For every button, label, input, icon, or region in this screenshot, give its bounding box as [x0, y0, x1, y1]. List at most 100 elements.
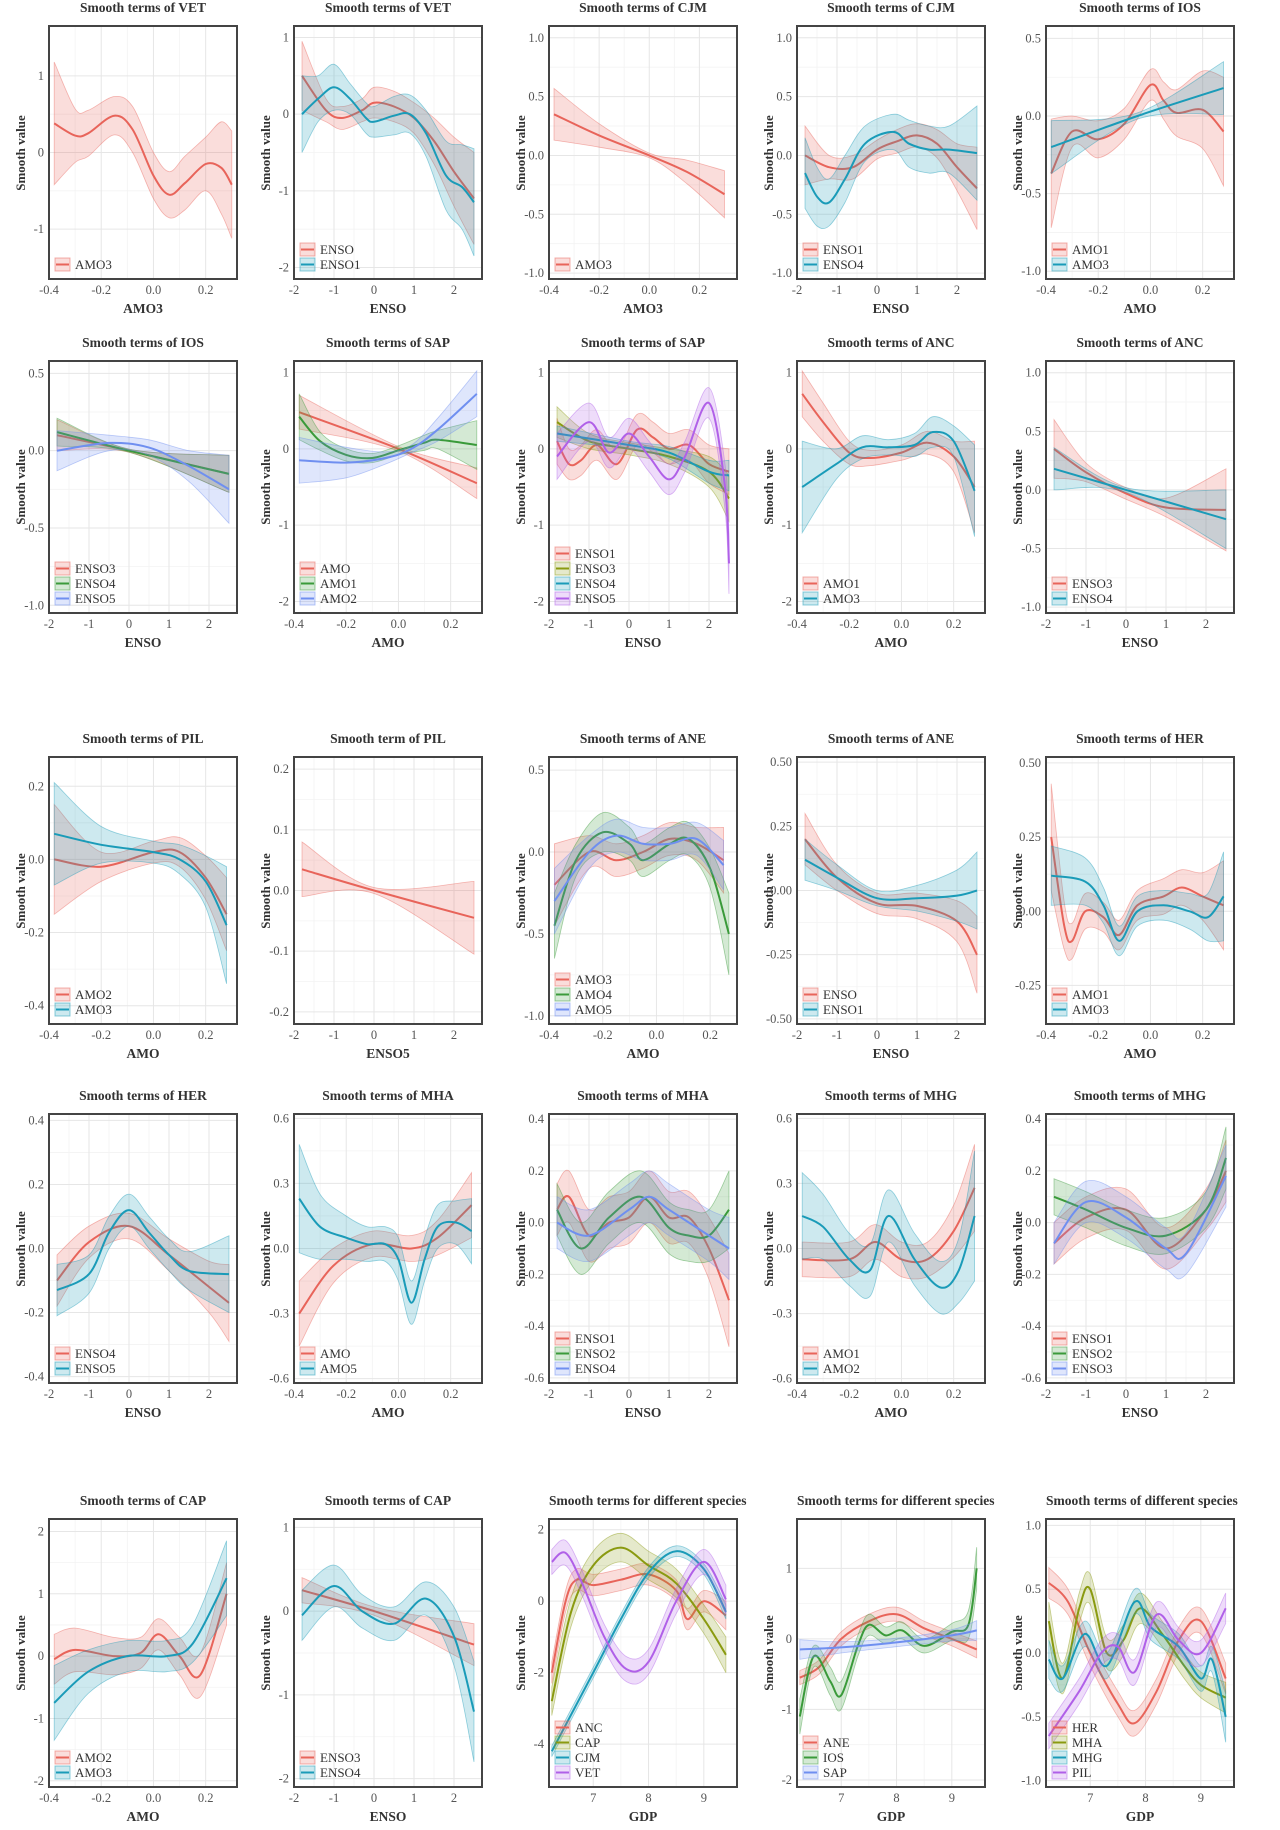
x-tick-label: 0.0: [146, 1791, 162, 1805]
x-tick-label: -0.2: [91, 1791, 111, 1805]
smooth-line: [53, 832, 228, 926]
plot-border: [548, 25, 738, 280]
x-axis-label: AMO: [626, 1046, 660, 1061]
y-tick-label: 0: [38, 146, 44, 160]
x-tick-label: 1: [1163, 1387, 1169, 1401]
y-tick-label: 0: [38, 1649, 44, 1663]
confidence-band: [801, 1150, 975, 1315]
series-enso3: [1053, 418, 1227, 552]
plot-border: [293, 756, 483, 1025]
legend-item: AMO5: [554, 1002, 612, 1017]
y-tick-label: -0.1: [269, 944, 289, 958]
smooth-line: [553, 834, 725, 902]
y-tick-label: 0.25: [1019, 830, 1041, 844]
x-tick-label: -1: [1081, 617, 1091, 631]
y-tick-label: 1: [538, 365, 544, 379]
legend-item: HER: [1051, 1720, 1098, 1735]
smooth-line: [56, 1209, 230, 1292]
x-tick-label: -0.2: [336, 1387, 356, 1401]
y-tick-label: 0.2: [28, 779, 44, 793]
x-axis-label: AMO: [1123, 301, 1157, 316]
chart-panel: Smooth terms of CJM AMO3 Smooth value -0.4-…: [513, 0, 747, 321]
smooth-line: [298, 1204, 473, 1315]
y-tick-label: 0.6: [776, 1111, 792, 1125]
legend-label: ENSO3: [575, 561, 615, 576]
series-amo2: [53, 803, 228, 951]
smooth-line: [550, 1550, 727, 1752]
x-tick-label: -1: [84, 1387, 94, 1401]
smooth-line: [550, 1546, 727, 1702]
y-tick-label: -1: [34, 1711, 44, 1725]
confidence-band: [298, 394, 478, 500]
chart-title: Smooth terms of CJM: [827, 0, 955, 15]
chart-title: Smooth term of PIL: [330, 731, 446, 746]
legend-label: MHG: [1072, 1750, 1102, 1765]
x-tick-label: 0.0: [146, 1028, 162, 1042]
chart-panel: Smooth terms of CAP ENSO Smooth value -2 -1 0…: [258, 1493, 492, 1829]
y-tick-label: 0.0: [1025, 1646, 1041, 1660]
legend-label: VET: [575, 1765, 600, 1780]
x-axis-label: AMO: [126, 1046, 160, 1061]
y-tick-label: -2: [34, 1774, 44, 1788]
x-tick-label: -0.4: [39, 1791, 60, 1805]
x-tick-label: -1: [584, 1387, 594, 1401]
x-axis-label: AMO: [874, 1405, 908, 1420]
y-tick-label: -0.2: [1021, 1267, 1041, 1281]
legend-item: ENSO3: [1051, 576, 1112, 591]
legend-label: AMO2: [320, 591, 357, 606]
legend-item: AMO3: [554, 972, 612, 987]
y-tick-label: 1: [786, 365, 792, 379]
smooth-line: [804, 130, 978, 205]
chart-panel: Smooth terms of IOS ENSO Smooth value -2 -1 0…: [13, 335, 247, 655]
legend-label: ENSO4: [75, 576, 116, 591]
legend-item: AMO3: [1051, 1002, 1109, 1017]
x-tick-label: -1: [832, 1028, 842, 1042]
series-ios: [798, 1547, 978, 1735]
legend-label: ENSO5: [575, 591, 615, 606]
x-tick-label: -0.4: [284, 1387, 305, 1401]
legend-label: ENSO4: [823, 257, 864, 272]
x-tick-label: 1: [914, 1028, 920, 1042]
legend-label: ENSO5: [75, 1361, 115, 1376]
confidence-band: [556, 1170, 730, 1281]
smooth-line: [551, 1551, 727, 1673]
x-tick-label: 9: [1198, 1791, 1204, 1805]
y-tick-label: 0.5: [1025, 424, 1041, 438]
x-axis-label: AMO: [126, 1809, 160, 1824]
y-tick-label: -0.5: [1021, 1710, 1041, 1724]
chart-panel: Smooth terms of SAP AMO Smooth value -0.4 -0…: [258, 335, 492, 655]
x-tick-label: 1: [1163, 617, 1169, 631]
legend-item: ENSO1: [554, 1331, 615, 1346]
legend-label: AMO1: [1072, 242, 1109, 257]
legend-item: AMO2: [802, 1361, 860, 1376]
x-tick-label: 0.0: [391, 1387, 407, 1401]
plot-border: [1045, 1518, 1235, 1788]
series-amo3: [53, 1540, 228, 1742]
smooth-line: [801, 1215, 976, 1289]
legend-item: ENSO4: [1051, 591, 1113, 606]
plot-area: [1050, 60, 1225, 228]
chart-panel: Smooth terms for different species GDP Smo…: [513, 1493, 747, 1829]
smooth-line: [1051, 874, 1225, 942]
x-axis-label: ENSO: [1121, 635, 1159, 650]
y-tick-label: -2: [534, 595, 544, 609]
legend-label: AMO1: [823, 576, 860, 591]
legend-item: AMO4: [554, 987, 612, 1002]
plot-area: [804, 812, 978, 994]
chart-title: Smooth terms of ANC: [1076, 335, 1204, 350]
series-vet: [551, 1539, 727, 1685]
confidence-band: [1053, 447, 1227, 550]
legend-label: AMO5: [575, 1002, 612, 1017]
legend-item: SAP: [802, 1765, 847, 1780]
smooth-line: [804, 134, 978, 190]
legend-item: AMO1: [802, 576, 860, 591]
x-tick-label: -0.4: [539, 1028, 560, 1042]
legend-item: ENSO3: [554, 561, 615, 576]
plot-border: [548, 756, 738, 1025]
